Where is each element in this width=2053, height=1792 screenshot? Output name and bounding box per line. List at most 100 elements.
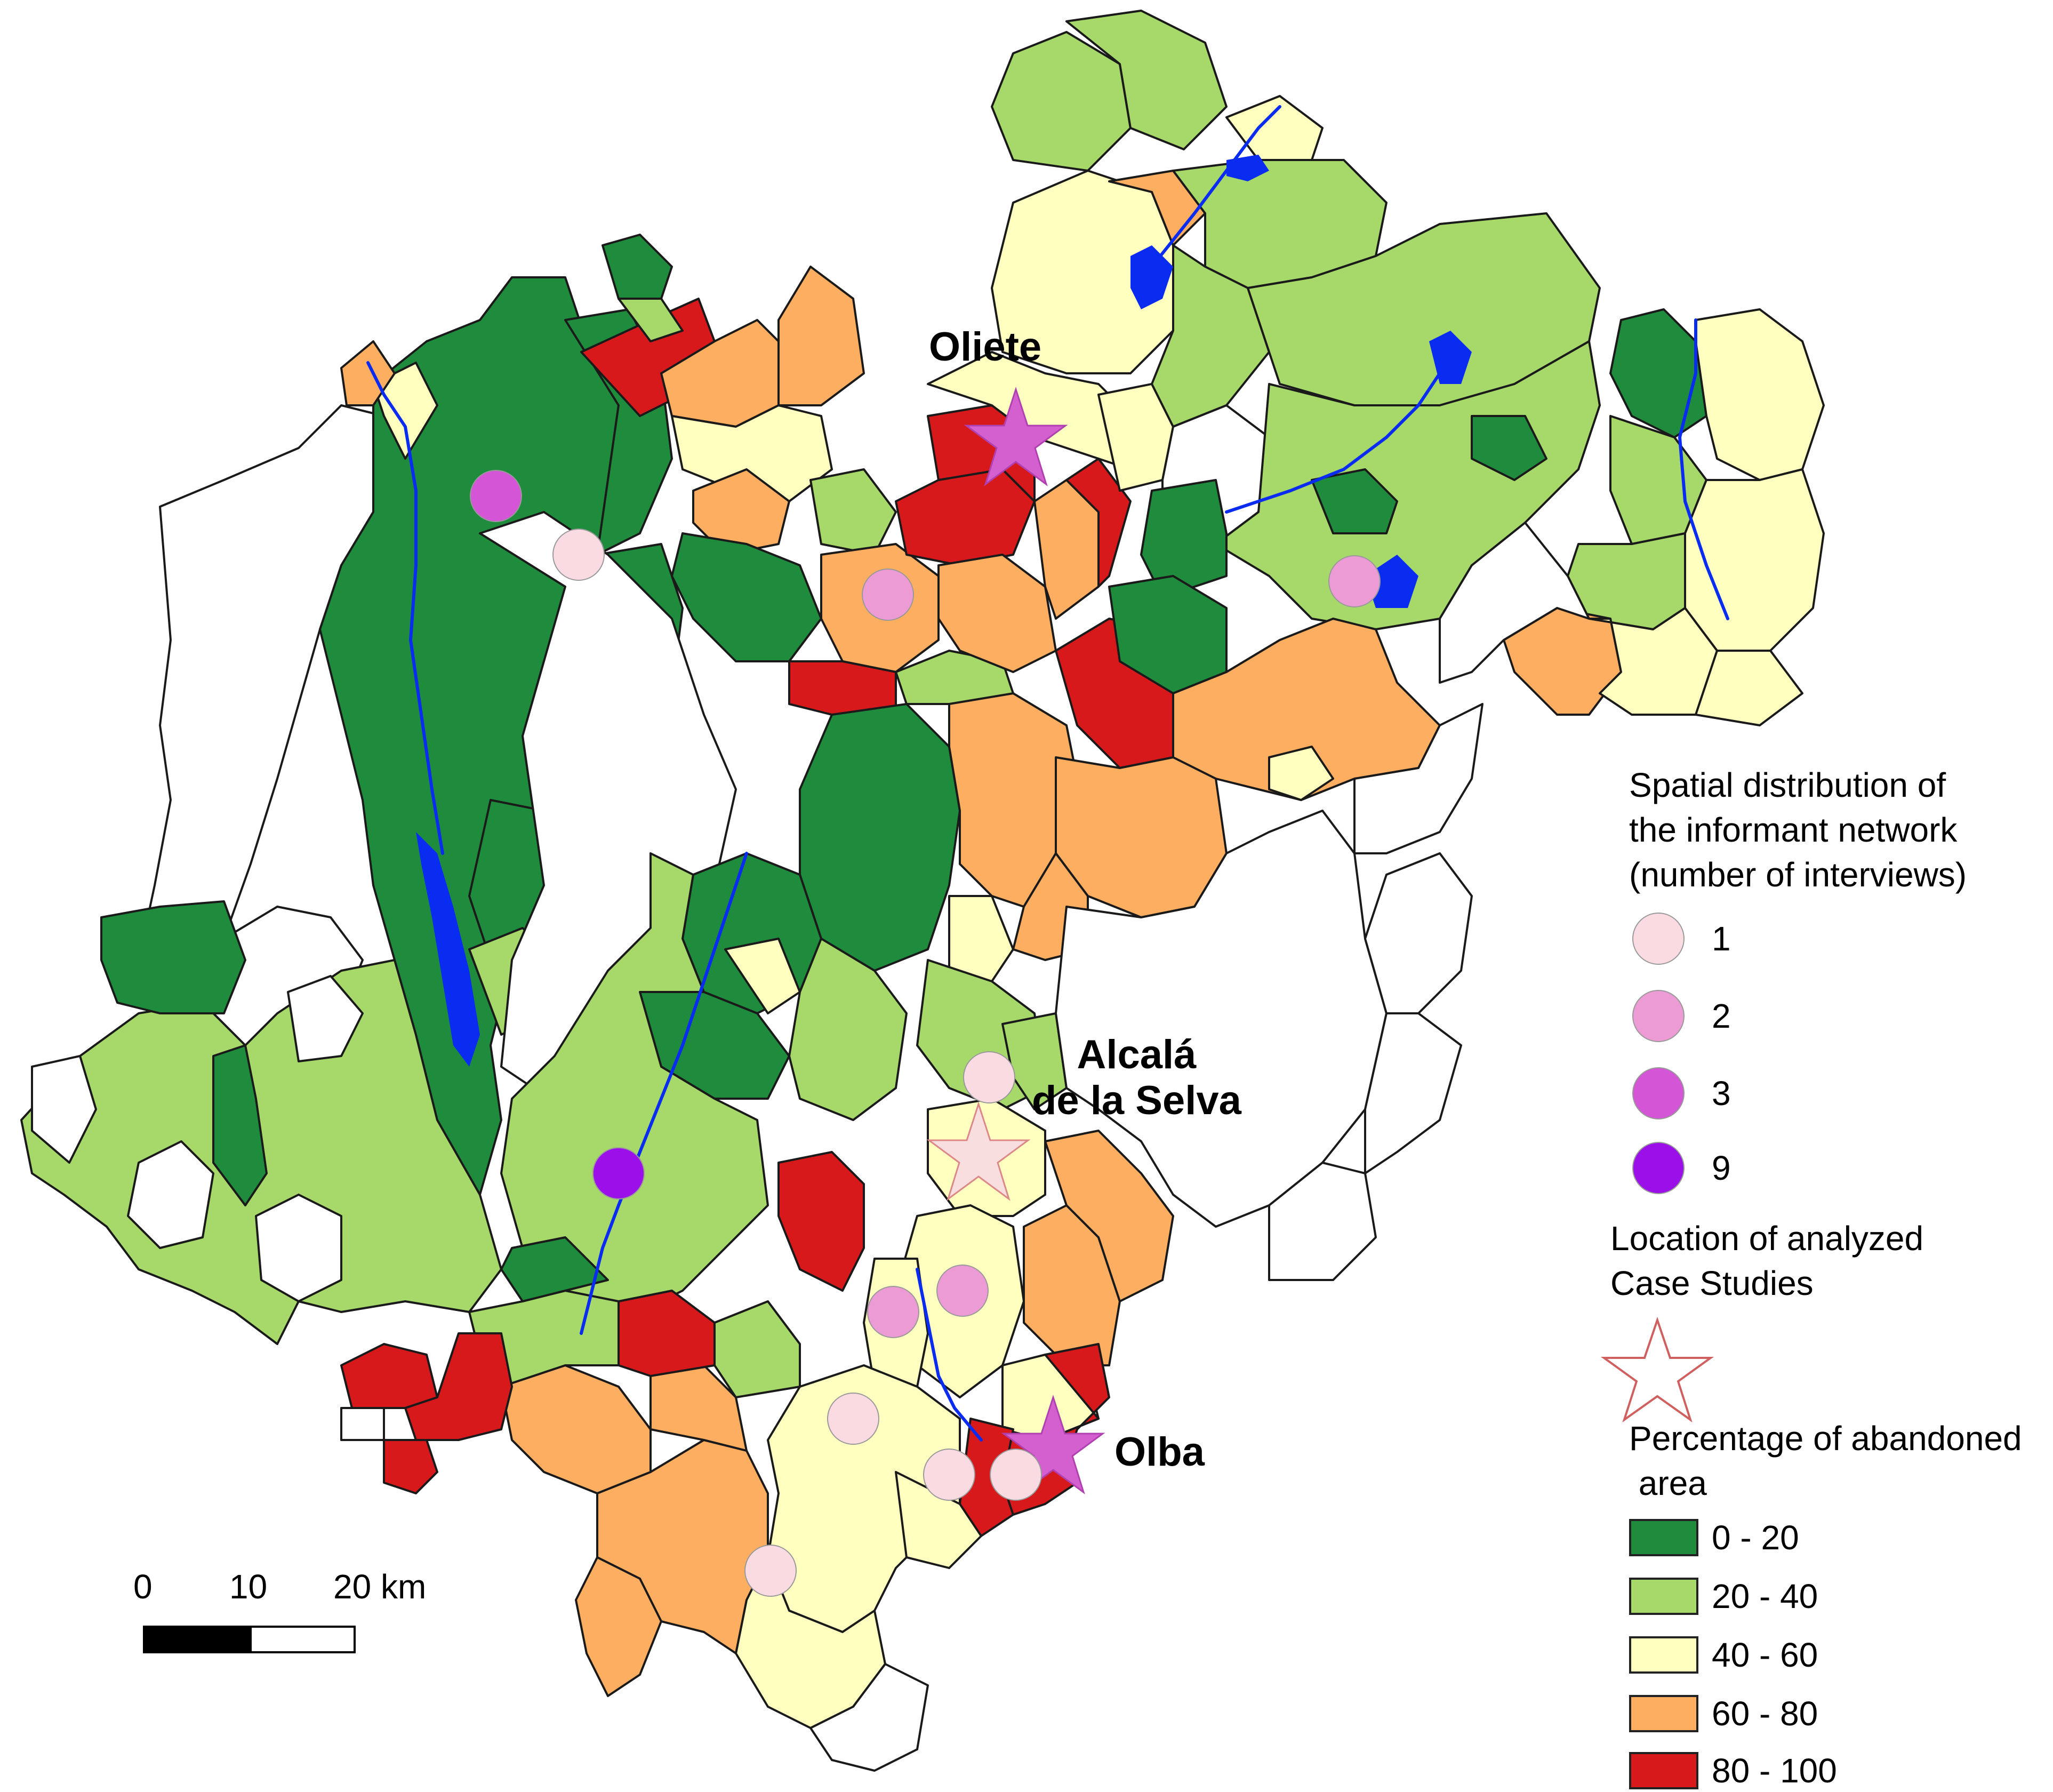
municipality-south-green-small — [500, 1236, 609, 1302]
legend-case-studies-title: Location of analyzed Case Studies — [1610, 1219, 1924, 1302]
municipality-east-green-b — [1311, 468, 1398, 534]
municipality-west-white — [138, 404, 406, 1014]
municipality-sw-white-e — [340, 1407, 385, 1441]
legend-swatch-0-20 — [1629, 1519, 1698, 1556]
municipality-sc-orange-b — [1044, 1130, 1174, 1302]
municipality-cn-green-a — [671, 532, 822, 662]
municipality-center-green-big — [799, 703, 961, 972]
scale-label-20km: 20 km — [333, 1567, 427, 1606]
legend-case-study-star — [1600, 1316, 1714, 1423]
municipality-south-lightgreen-b — [713, 1300, 801, 1398]
municipality-sw-red-b — [404, 1332, 513, 1441]
legend-class-label-20-40: 20 - 40 — [1712, 1577, 1818, 1615]
municipality-fe-lightyellow-c — [1588, 607, 1718, 716]
interview-circle-9 — [592, 1147, 645, 1199]
municipality-north-lightgreen-a — [617, 298, 684, 342]
legend-class-label-40-60: 40 - 60 — [1712, 1636, 1818, 1674]
interview-circle-2 — [862, 569, 914, 621]
legend-swatch-20-40 — [1629, 1578, 1698, 1615]
municipality-sw-white-d — [287, 975, 364, 1062]
municipality-ne-lightgreen-b — [1065, 10, 1228, 150]
municipality-sw-white-b — [127, 1140, 214, 1249]
municipality-sw-green-a — [100, 900, 246, 1014]
reservoir-northeast — [1429, 331, 1472, 384]
case-study-star-olba — [1001, 1395, 1105, 1494]
reservoir-east — [1365, 555, 1418, 608]
municipality-sw-white-a — [31, 1055, 97, 1164]
scale-label-0: 0 — [133, 1567, 153, 1606]
municipality-fe-white-b — [1353, 703, 1483, 854]
municipality-fe-lightyellow-d — [1695, 650, 1803, 726]
legend-interview-label-2: 2 — [1712, 997, 1731, 1035]
water-bodies — [366, 105, 1729, 1442]
river-south — [916, 1268, 983, 1442]
case-study-star-alcala — [926, 1101, 1031, 1201]
municipality-south-orange-b — [575, 1556, 662, 1697]
municipality-sw-red-c — [383, 1439, 438, 1494]
interview-circle-2 — [936, 1265, 989, 1317]
municipality-east-green-a — [1140, 479, 1228, 598]
municipality-sw-green-b — [212, 1044, 268, 1206]
legend-interview-label-3: 3 — [1712, 1074, 1731, 1113]
municipality-fe-white-c — [1364, 852, 1473, 1014]
municipality-sc-red-a — [777, 1151, 865, 1292]
municipality-polygons — [20, 10, 1825, 1772]
municipality-sw-white-c — [255, 1194, 342, 1302]
scale-bar — [143, 1626, 356, 1653]
municipality-south-tip-white — [809, 1663, 929, 1772]
municipality-sw-red-a — [340, 1343, 438, 1409]
municipality-center-lightgreen-b — [788, 938, 908, 1121]
reservoir-north — [1130, 245, 1173, 309]
case-study-markers — [926, 387, 1105, 1494]
scale-bar-black — [144, 1627, 251, 1652]
case-study-star-oliete — [964, 387, 1068, 486]
legend-swatch-40-60 — [1629, 1636, 1698, 1674]
municipality-cn-lightgreen-a — [809, 468, 897, 556]
scale-label-10: 10 — [229, 1567, 268, 1606]
municipality-ne-lightyellow-b — [1225, 95, 1324, 161]
legend-class-label-0-20: 0 - 20 — [1712, 1518, 1799, 1557]
municipality-ne-lightgreen-a — [991, 31, 1132, 172]
municipality-fe-white-a — [1439, 522, 1590, 684]
legend-abandoned-title: Percentage of abandoned area — [1629, 1419, 2022, 1502]
legend-circle-2 — [1632, 990, 1685, 1042]
municipality-south-lightyellow-big — [767, 1364, 961, 1633]
legend-interview-label-1: 1 — [1712, 919, 1731, 958]
interview-circle-1 — [552, 529, 605, 581]
municipality-cn-orange-c — [937, 554, 1057, 673]
municipality-cn-lightyellow-a — [671, 404, 833, 502]
municipality-west-lightyellow-top — [372, 362, 438, 460]
municipality-cn-orange-a — [692, 468, 790, 556]
town-label-oliete: Oliete — [929, 324, 1042, 370]
municipality-north-green-a — [602, 234, 673, 300]
legend-interview-label-9: 9 — [1712, 1149, 1731, 1187]
river-fe — [1678, 318, 1729, 620]
municipality-fe-lightyellow-a — [1695, 308, 1825, 481]
river-north — [1150, 105, 1281, 268]
interview-circle-1 — [827, 1393, 879, 1445]
interview-circle-1 — [744, 1545, 797, 1597]
legend-circle-9 — [1632, 1142, 1685, 1194]
interview-circle-1 — [923, 1449, 975, 1501]
legend-circle-3 — [1632, 1067, 1685, 1119]
interview-circle-2 — [1328, 555, 1381, 607]
interview-circle-1 — [963, 1051, 1015, 1103]
town-label-olba: Olba — [1114, 1429, 1205, 1475]
legend-swatch-80-100 — [1629, 1752, 1698, 1789]
municipality-ne-orange-a — [1108, 170, 1206, 246]
legend-symbols — [1600, 913, 1714, 1423]
interview-circle-3 — [470, 470, 522, 522]
municipality-center-lightyellow-b — [948, 895, 1014, 982]
municipality-center-lightyellow-a — [724, 938, 801, 1014]
reservoir-west — [416, 832, 480, 1067]
municipality-cn-red-b — [895, 468, 1036, 566]
interview-circle-1 — [990, 1449, 1042, 1501]
river-center — [580, 852, 748, 1335]
municipality-south-orange-c — [500, 1364, 652, 1494]
municipality-fe-white-d — [1364, 1012, 1462, 1174]
town-label-alcala: Alcalá de la Selva — [1032, 1032, 1241, 1123]
interview-circle-2 — [867, 1286, 919, 1338]
legend-class-label-60-80: 60 - 80 — [1712, 1694, 1818, 1733]
legend-informant-title: Spatial distribution of the informant ne… — [1629, 766, 1967, 894]
municipality-north-orange-b — [777, 266, 865, 406]
